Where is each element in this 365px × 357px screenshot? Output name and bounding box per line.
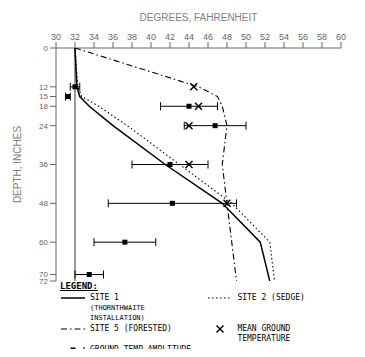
svg-text:DEPTH, INCHES: DEPTH, INCHES: [12, 126, 23, 204]
html-text:GROUND TEMP AMPLITUDE: GROUND TEMP AMPLITUDE: [90, 345, 192, 354]
svg-text:34: 34: [89, 32, 99, 42]
svg-text:58: 58: [317, 32, 327, 42]
svg-text:60: 60: [39, 238, 48, 247]
html-text:LEGEND:: LEGEND:: [60, 281, 98, 291]
svg-text:15: 15: [39, 92, 48, 101]
html-text:SITE 1: SITE 1: [90, 293, 119, 302]
svg-text:36: 36: [39, 160, 48, 169]
html-text:SITE 5 (FORESTED): SITE 5 (FORESTED): [90, 324, 172, 333]
svg-text:0: 0: [44, 44, 49, 53]
svg-text:42: 42: [165, 32, 175, 42]
svg-text:48: 48: [39, 199, 48, 208]
svg-text:54: 54: [279, 32, 289, 42]
svg-text:40: 40: [146, 32, 156, 42]
svg-text:38: 38: [127, 32, 137, 42]
html-text:MEAN GROUND TEMPERATURE: MEAN GROUND TEMPERATURE: [237, 324, 291, 343]
svg-text:12: 12: [39, 83, 48, 92]
svg-text:18: 18: [39, 102, 48, 111]
svg-text:52: 52: [260, 32, 270, 42]
html-text:SITE 2 (SEDGE): SITE 2 (SEDGE): [237, 293, 305, 302]
svg-text:56: 56: [298, 32, 308, 42]
svg-text:DEGREES, FAHRENHEIT: DEGREES, FAHRENHEIT: [140, 12, 258, 23]
svg-text:60: 60: [336, 32, 346, 42]
svg-text:36: 36: [108, 32, 118, 42]
svg-text:24: 24: [39, 122, 48, 131]
html-text:(THORNTHWAITE INSTALLATION): (THORNTHWAITE INSTALLATION): [90, 304, 145, 322]
svg-text:50: 50: [241, 32, 251, 42]
svg-text:32: 32: [70, 32, 80, 42]
svg-text:30: 30: [51, 32, 61, 42]
svg-text:70: 70: [39, 270, 48, 280]
svg-text:44: 44: [184, 32, 194, 42]
svg-text:72: 72: [39, 277, 48, 286]
svg-text:46: 46: [203, 32, 213, 42]
svg-text:48: 48: [222, 32, 232, 42]
